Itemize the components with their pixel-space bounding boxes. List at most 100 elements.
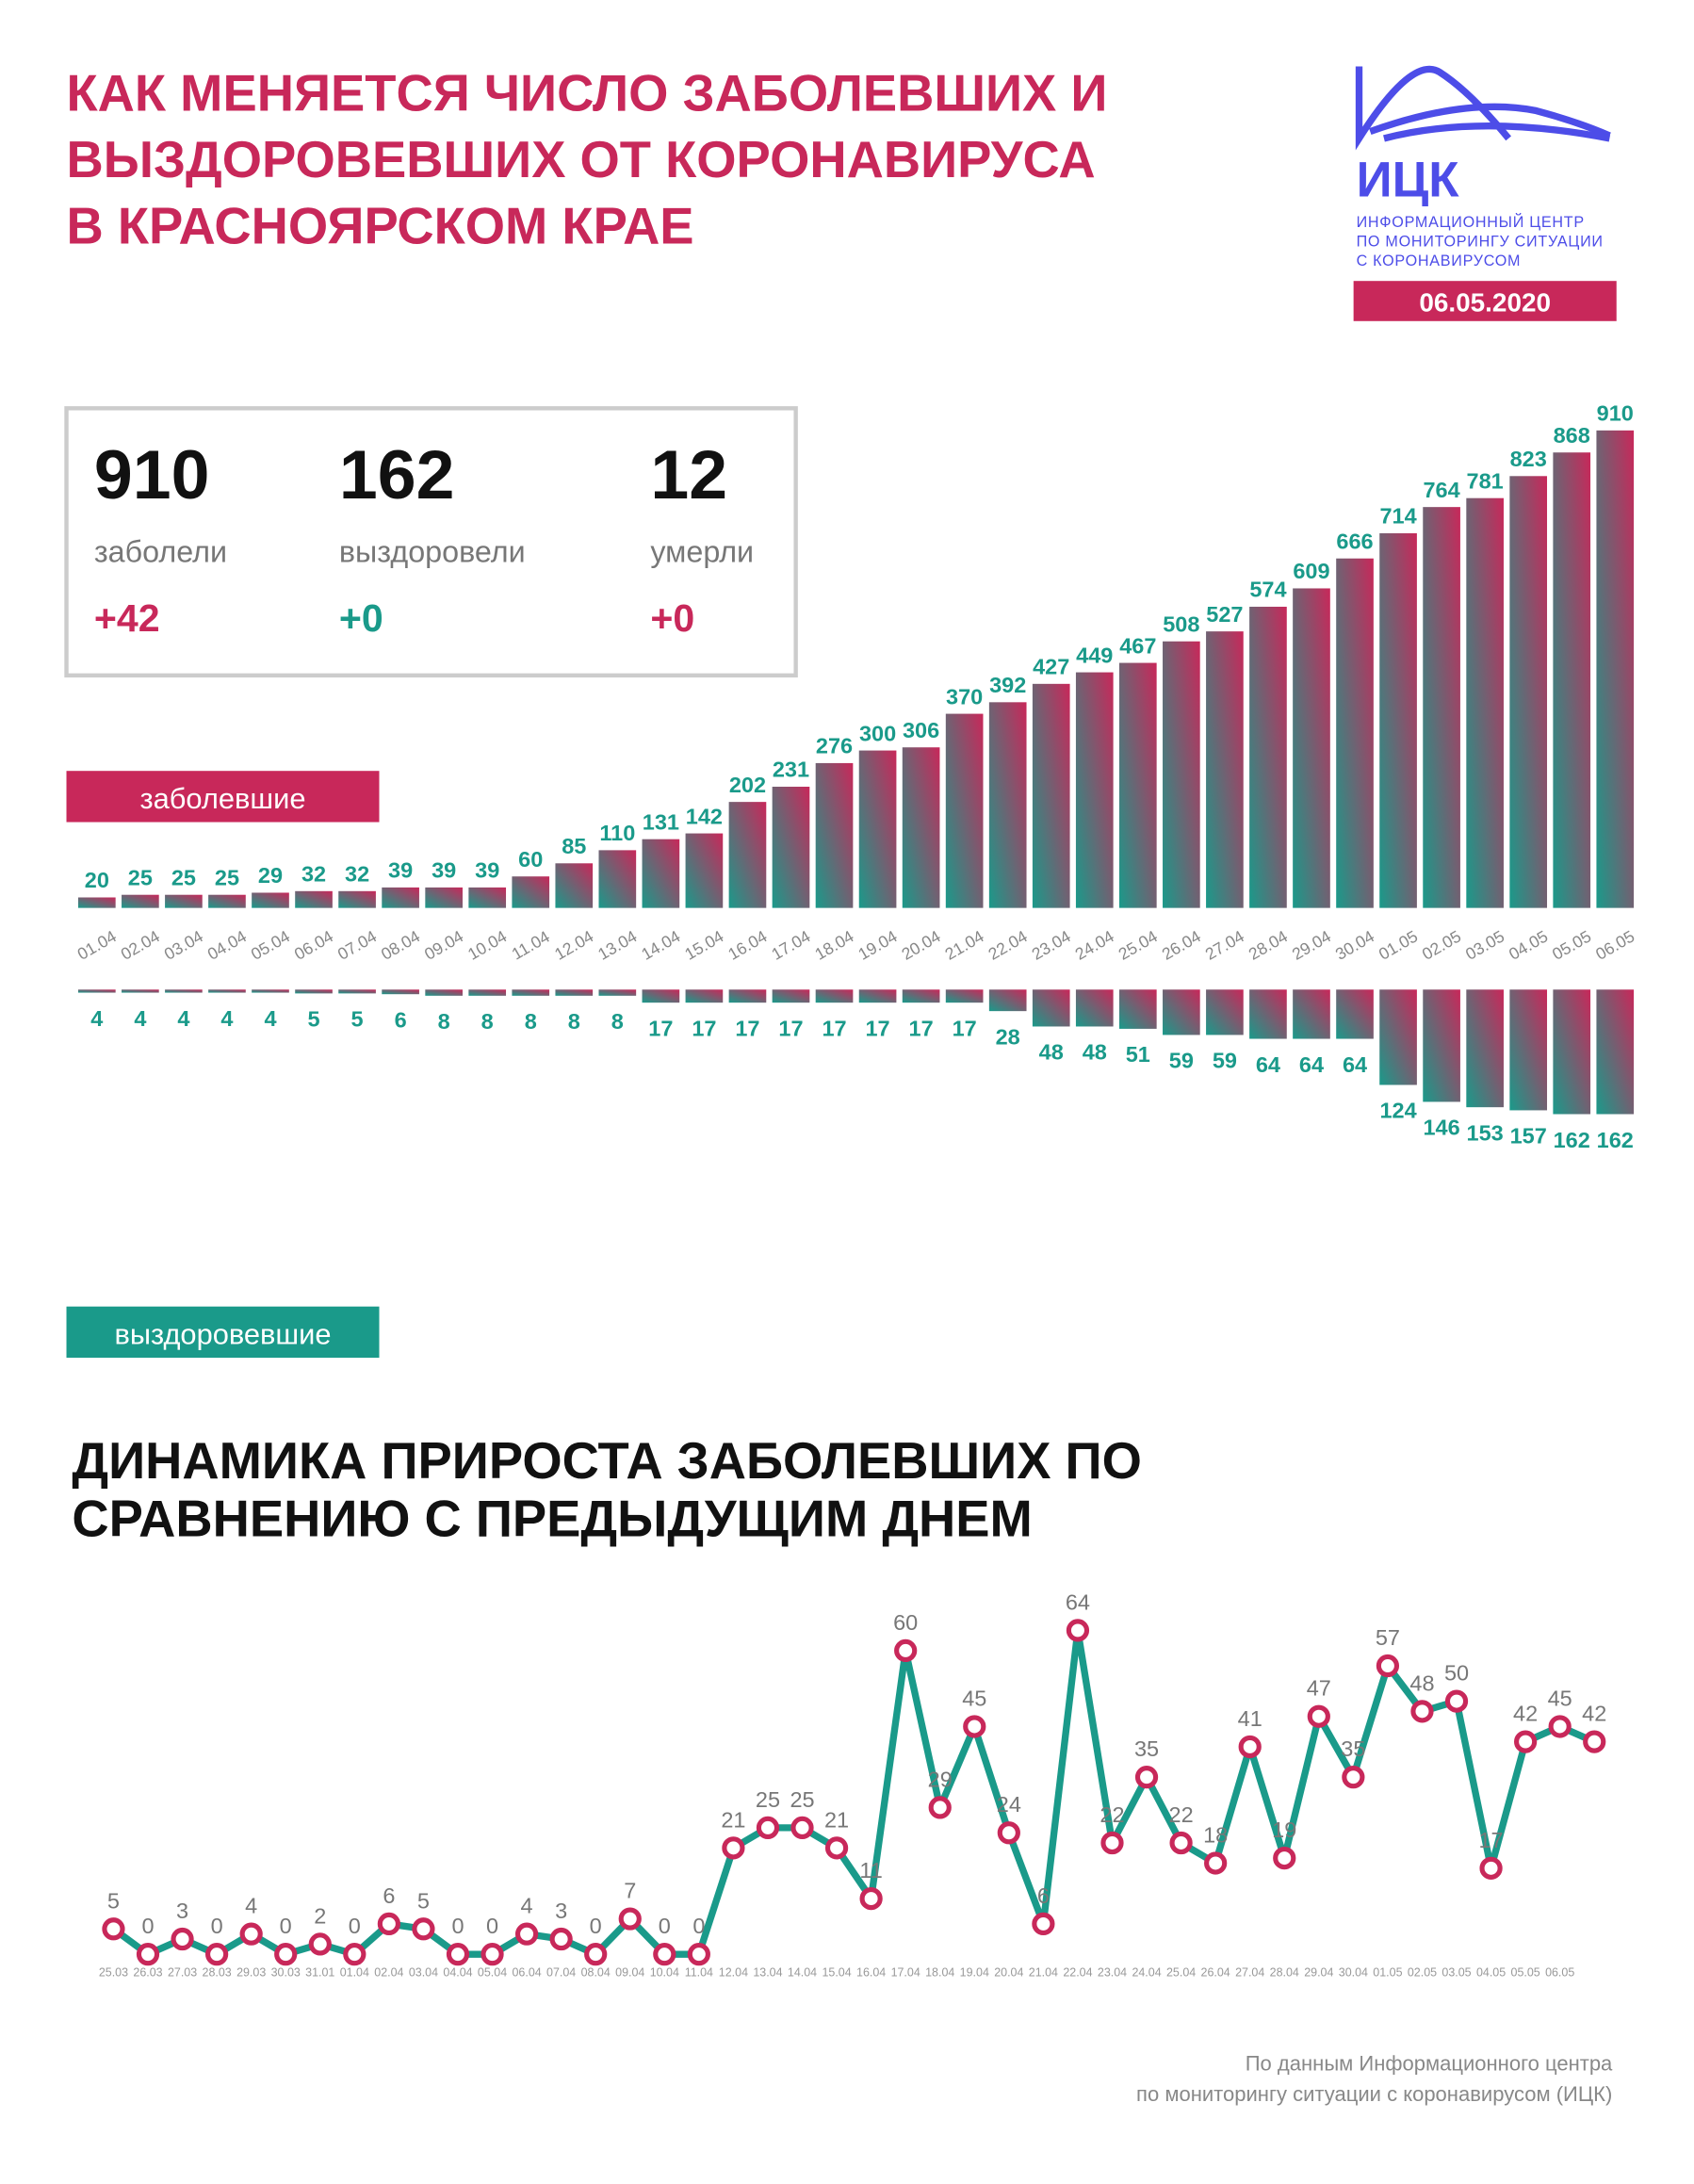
bar (1249, 989, 1287, 1039)
stat-value: 162 (339, 436, 455, 513)
value-label: 0 (486, 1914, 498, 1938)
value-label: 0 (211, 1914, 223, 1938)
stat-delta: +0 (339, 596, 383, 640)
value-label: 17 (778, 1016, 803, 1040)
value-label: 48 (1039, 1040, 1064, 1065)
value-label: 162 (1597, 1128, 1634, 1152)
x-tick-label: 30.04 (1339, 1966, 1368, 1980)
x-tick-label: 21.04 (942, 926, 987, 963)
value-label: 35 (1341, 1736, 1365, 1761)
x-tick-label: 30.03 (271, 1966, 301, 1980)
marker (1238, 1735, 1262, 1759)
bar (468, 887, 507, 908)
bar (295, 890, 333, 908)
x-tick-label: 29.04 (1304, 1966, 1333, 1980)
stat-value: 910 (94, 436, 210, 513)
bar (1423, 507, 1460, 908)
bar (1509, 989, 1548, 1111)
x-tick-label: 11.04 (685, 1966, 713, 1980)
value-label: 42 (1513, 1702, 1538, 1726)
value-label: 25 (128, 865, 153, 889)
x-tick-label: 16.04 (725, 926, 770, 963)
value-label: 17 (953, 1016, 977, 1040)
x-tick-label: 22.04 (1063, 1966, 1092, 1980)
value-label: 45 (962, 1686, 986, 1710)
x-tick-label: 31.01 (305, 1966, 334, 1980)
value-label: 0 (349, 1914, 361, 1938)
bar (1379, 532, 1417, 908)
value-label: 25 (756, 1787, 780, 1812)
value-label: 39 (432, 858, 456, 883)
marker (1342, 1766, 1365, 1789)
bar (555, 989, 594, 996)
value-label: 131 (643, 809, 679, 834)
value-label: 25 (171, 865, 196, 889)
x-tick-label: 02.04 (374, 1966, 403, 1980)
bar (382, 989, 419, 995)
value-label: 32 (345, 862, 369, 887)
x-tick-label: 01.05 (1373, 1966, 1402, 1980)
x-tick-label: 14.04 (788, 1966, 817, 1980)
x-tick-label: 07.04 (546, 1966, 576, 1980)
x-tick-label: 29.04 (1289, 926, 1334, 963)
value-label: 48 (1083, 1040, 1107, 1065)
value-label: 8 (525, 1009, 537, 1034)
value-label: 28 (996, 1024, 1020, 1049)
title-line: В КРАСНОЯРСКОМ КРАЕ (67, 198, 694, 255)
value-label: 4 (220, 1006, 233, 1031)
bar (642, 839, 680, 908)
value-label: 64 (1343, 1052, 1367, 1077)
bar (1032, 683, 1070, 908)
title-line: КАК МЕНЯЕТСЯ ЧИСЛО ЗАБОЛЕВШИХ И (67, 65, 1108, 122)
bar (122, 989, 159, 993)
value-label: 910 (1597, 401, 1634, 426)
x-tick-label: 10.04 (464, 926, 510, 963)
value-label: 202 (729, 773, 766, 797)
marker (894, 1638, 918, 1663)
value-label: 4 (177, 1006, 189, 1031)
bar (1596, 430, 1635, 908)
bar (122, 894, 159, 908)
legend-label: выздоровевшие (114, 1317, 331, 1350)
x-tick-label: 19.04 (855, 926, 900, 963)
marker (1066, 1619, 1090, 1642)
value-label: 20 (85, 868, 109, 892)
bar (1249, 606, 1287, 908)
line (111, 1626, 1596, 1958)
value-label: 3 (176, 1899, 188, 1923)
value-label: 19 (1272, 1817, 1296, 1842)
value-label: 157 (1510, 1124, 1547, 1149)
bar (468, 989, 507, 996)
value-label: 8 (611, 1009, 624, 1034)
stat-delta: +0 (650, 596, 694, 640)
value-label: 42 (1582, 1702, 1606, 1726)
value-label: 51 (1126, 1042, 1150, 1067)
value-label: 764 (1423, 478, 1459, 502)
bar (1596, 989, 1635, 1115)
marker (274, 1943, 298, 1966)
x-tick-label: 20.04 (898, 926, 943, 963)
value-label: 6 (1037, 1883, 1050, 1908)
x-tick-label: 05.04 (478, 1966, 507, 1980)
stat-label: выздоровели (339, 534, 526, 568)
value-label: 17 (822, 1016, 846, 1040)
bar (382, 887, 419, 908)
bar (988, 989, 1027, 1012)
value-label: 17 (1479, 1828, 1504, 1852)
x-tick-label: 25.03 (99, 1966, 128, 1980)
value-label: 146 (1423, 1116, 1459, 1140)
bar (295, 989, 333, 994)
value-label: 50 (1444, 1661, 1469, 1686)
value-label: 124 (1379, 1099, 1416, 1123)
marker (204, 1943, 229, 1966)
stat-delta: +42 (94, 596, 160, 640)
x-tick-label: 25.04 (1116, 926, 1161, 963)
x-tick-label: 23.04 (1098, 1966, 1127, 1980)
marker (514, 1922, 539, 1946)
value-label: 306 (903, 718, 939, 742)
bar (815, 989, 854, 1003)
stat-value: 12 (650, 436, 727, 513)
x-tick-label: 04.04 (443, 1966, 472, 1980)
marker (446, 1943, 470, 1966)
